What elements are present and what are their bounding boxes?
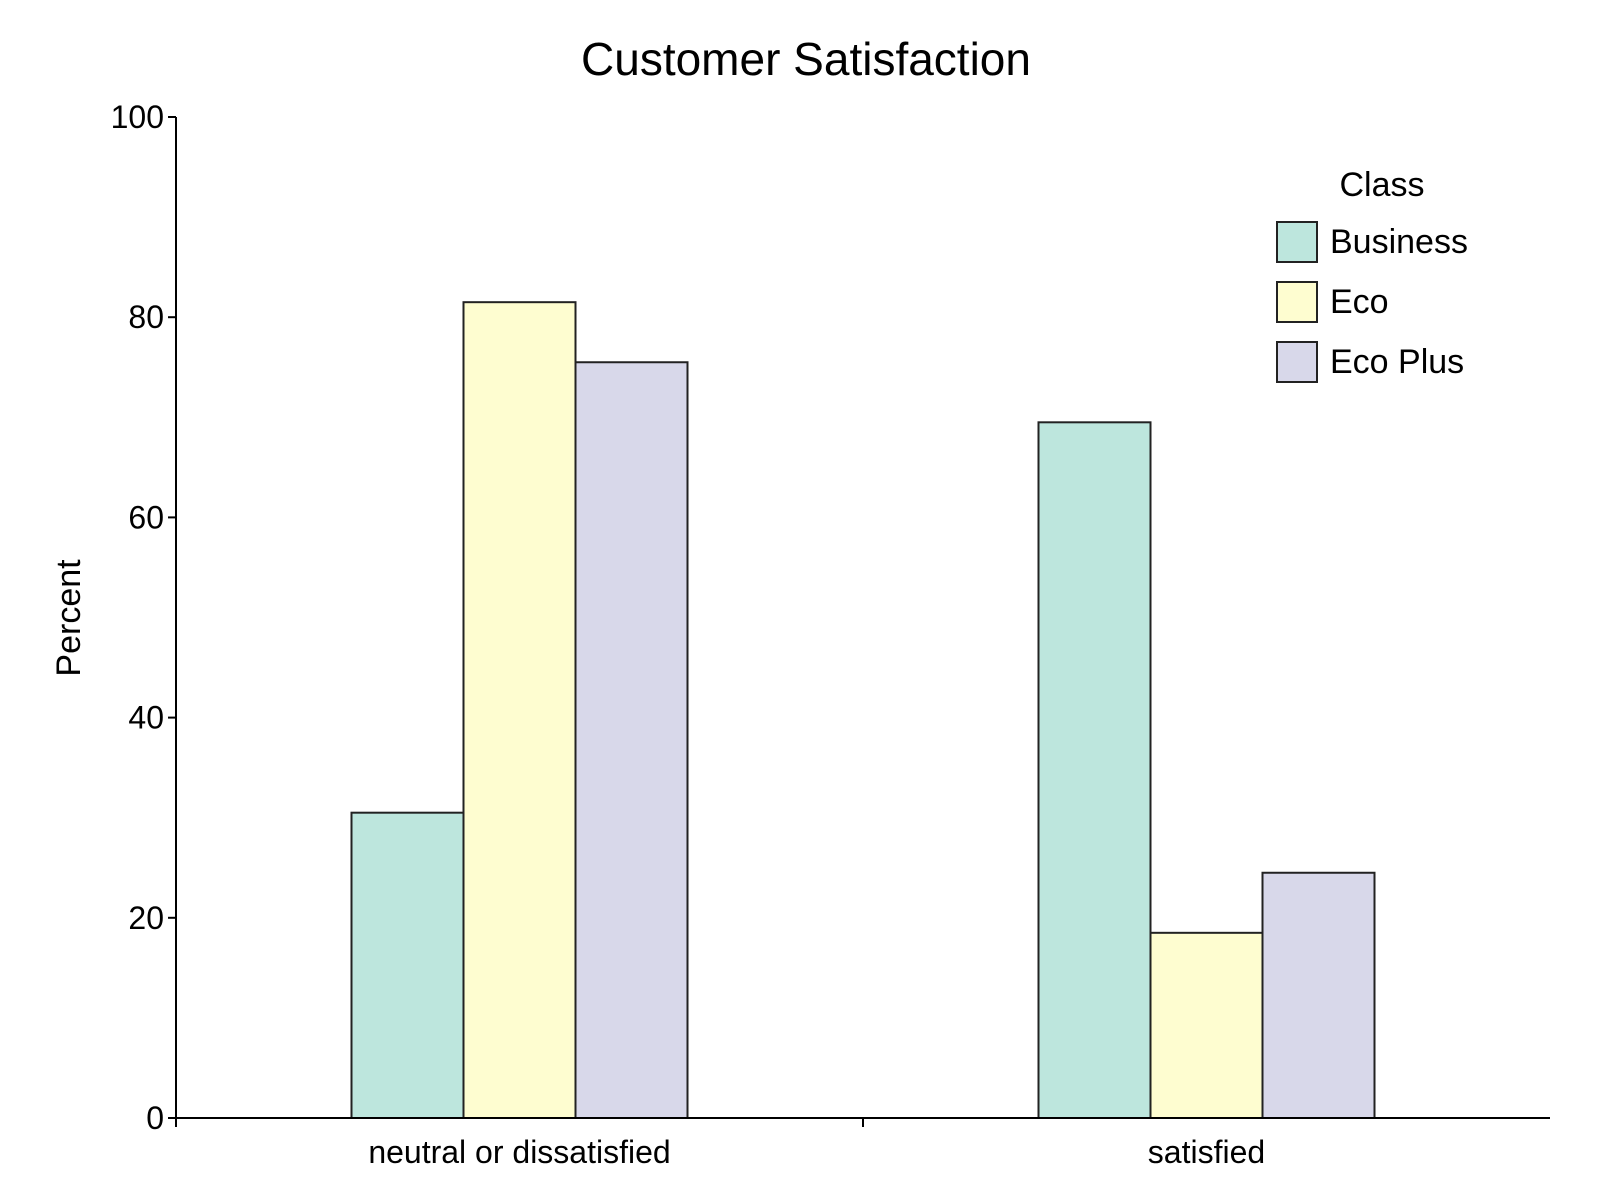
bar-business-1 (350, 811, 465, 1119)
y-axis-label: Percent (50, 559, 88, 677)
chart-title: Customer Satisfaction (581, 33, 1031, 85)
legend-label-eco-plus: Eco Plus (1330, 343, 1464, 381)
bar-eco-1 (462, 301, 577, 1119)
y-tick-label: 40 (128, 700, 164, 736)
legend-label-business: Business (1330, 223, 1468, 261)
bar-eco-plus-2 (1261, 871, 1376, 1119)
legend-label-eco: Eco (1330, 283, 1389, 321)
legend-swatch-eco (1276, 281, 1318, 323)
x-tick-label: neutral or dissatisfied (368, 1134, 670, 1170)
legend-title: Class (1339, 166, 1424, 204)
bar-business-2 (1037, 421, 1152, 1119)
bar-eco-2 (1149, 931, 1264, 1119)
legend: Class Business Eco Eco Plus (1276, 166, 1468, 383)
y-tick-label: 80 (128, 299, 164, 335)
bars-group (350, 301, 1376, 1119)
y-tick-label: 100 (111, 99, 164, 135)
legend-swatch-business (1276, 221, 1318, 263)
x-tick-label: satisfied (1148, 1134, 1265, 1170)
x-axis: neutral or dissatisfied satisfied (175, 1117, 1550, 1170)
bar-eco-plus-1 (574, 361, 689, 1119)
y-tick-label: 20 (128, 900, 164, 936)
y-tick-label: 60 (128, 499, 164, 535)
y-axis: 0 20 40 60 80 100 (111, 99, 177, 1136)
y-tick-label: 0 (146, 1100, 164, 1136)
legend-swatch-eco-plus (1276, 341, 1318, 383)
